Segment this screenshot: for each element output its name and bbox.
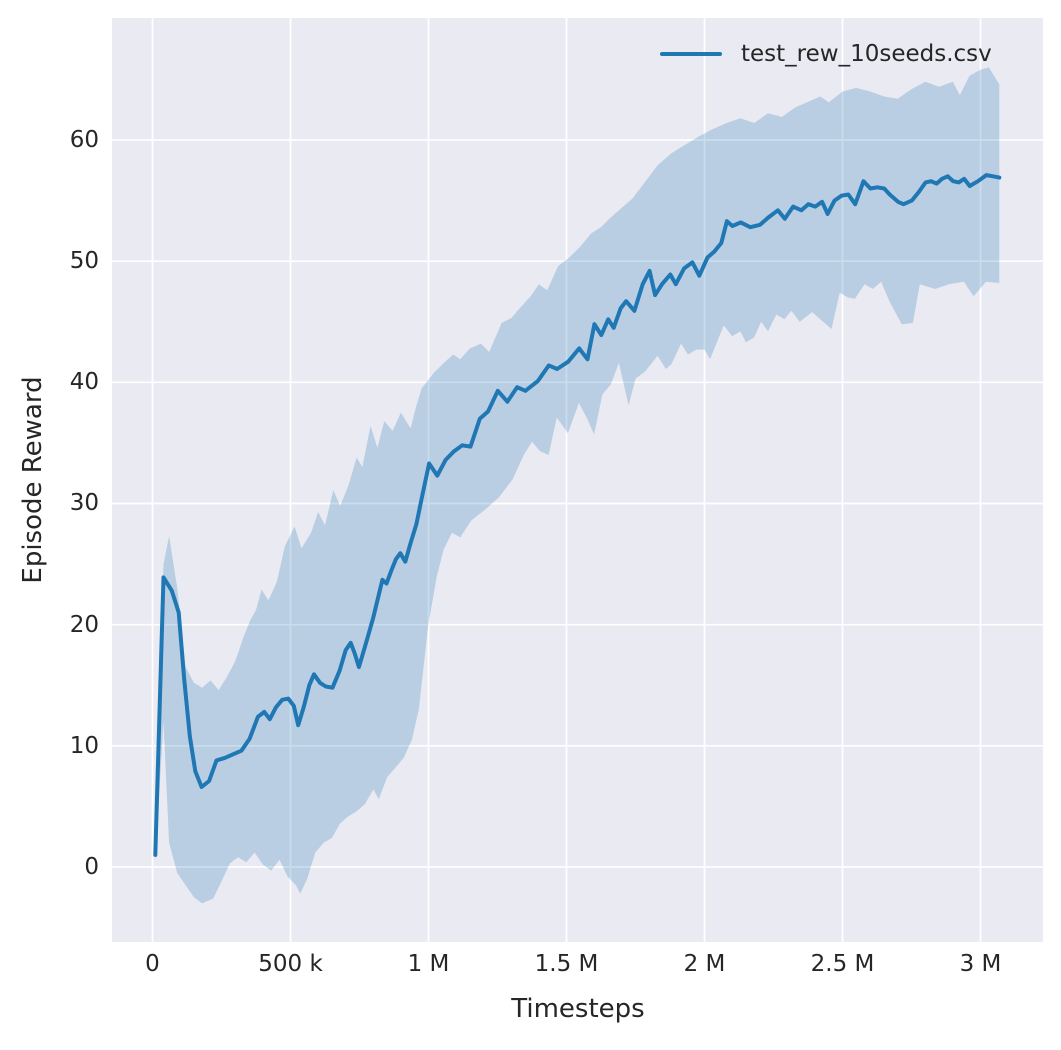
x-tick-label: 0 bbox=[145, 951, 160, 977]
y-tick-label: 40 bbox=[69, 369, 99, 396]
legend: test_rew_10seeds.csv bbox=[660, 41, 992, 67]
y-tick-label: 60 bbox=[69, 126, 99, 153]
y-tick-label: 20 bbox=[69, 611, 99, 638]
x-tick-label: 1 M bbox=[407, 951, 450, 977]
x-tick-label: 2.5 M bbox=[810, 951, 875, 977]
legend-label: test_rew_10seeds.csv bbox=[741, 41, 992, 67]
x-axis-label: Timesteps bbox=[511, 994, 645, 1024]
y-tick-label: 10 bbox=[69, 732, 99, 759]
x-tick-label: 3 M bbox=[959, 951, 1002, 977]
x-tick-label: 1.5 M bbox=[534, 951, 599, 977]
x-tick-label: 500 k bbox=[258, 951, 323, 977]
y-tick-label: 0 bbox=[84, 854, 99, 880]
y-tick-label: 30 bbox=[69, 490, 99, 517]
y-tick-label: 50 bbox=[69, 248, 99, 275]
legend-line-swatch bbox=[660, 52, 722, 56]
y-axis-label: Episode Reward bbox=[18, 376, 48, 584]
x-tick-label: 2 M bbox=[683, 951, 726, 977]
